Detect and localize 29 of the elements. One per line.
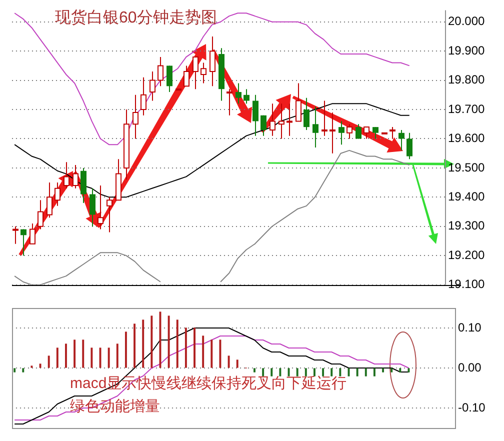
y-tick-label: 0.10: [458, 320, 482, 334]
y-tick-label: 19.200: [448, 248, 486, 262]
candlestick: [236, 82, 242, 104]
candlestick: [372, 126, 378, 140]
y-tick-label: 19.900: [448, 43, 486, 58]
y-tick-label: 19.800: [448, 72, 486, 87]
candlestick: [166, 65, 172, 92]
candlestick: [260, 114, 266, 136]
y-tick-label: 20.000: [448, 14, 486, 28]
candlestick: [312, 106, 318, 148]
y-tick-label: -0.10: [458, 400, 486, 414]
candlestick: [338, 120, 344, 146]
candlestick: [398, 129, 404, 151]
y-tick-label: 19.300: [448, 218, 486, 233]
candlestick: [356, 124, 362, 140]
y-tick-label: 19.700: [448, 102, 486, 116]
candlestick: [20, 228, 26, 256]
y-tick-label: 19.500: [448, 160, 486, 174]
y-tick-label: 0.00: [458, 360, 482, 374]
chart-title: 现货白银60分钟走势图: [55, 8, 217, 26]
candlestick: [80, 167, 86, 204]
y-tick-label: 19.100: [448, 277, 486, 292]
candlestick: [406, 132, 412, 160]
candlestick: [304, 97, 310, 130]
candlestick: [90, 188, 96, 227]
candlestick: [244, 88, 250, 104]
y-tick-label: 19.600: [448, 131, 486, 146]
candlestick: [252, 94, 258, 136]
y-tick-label: 19.400: [448, 189, 486, 204]
